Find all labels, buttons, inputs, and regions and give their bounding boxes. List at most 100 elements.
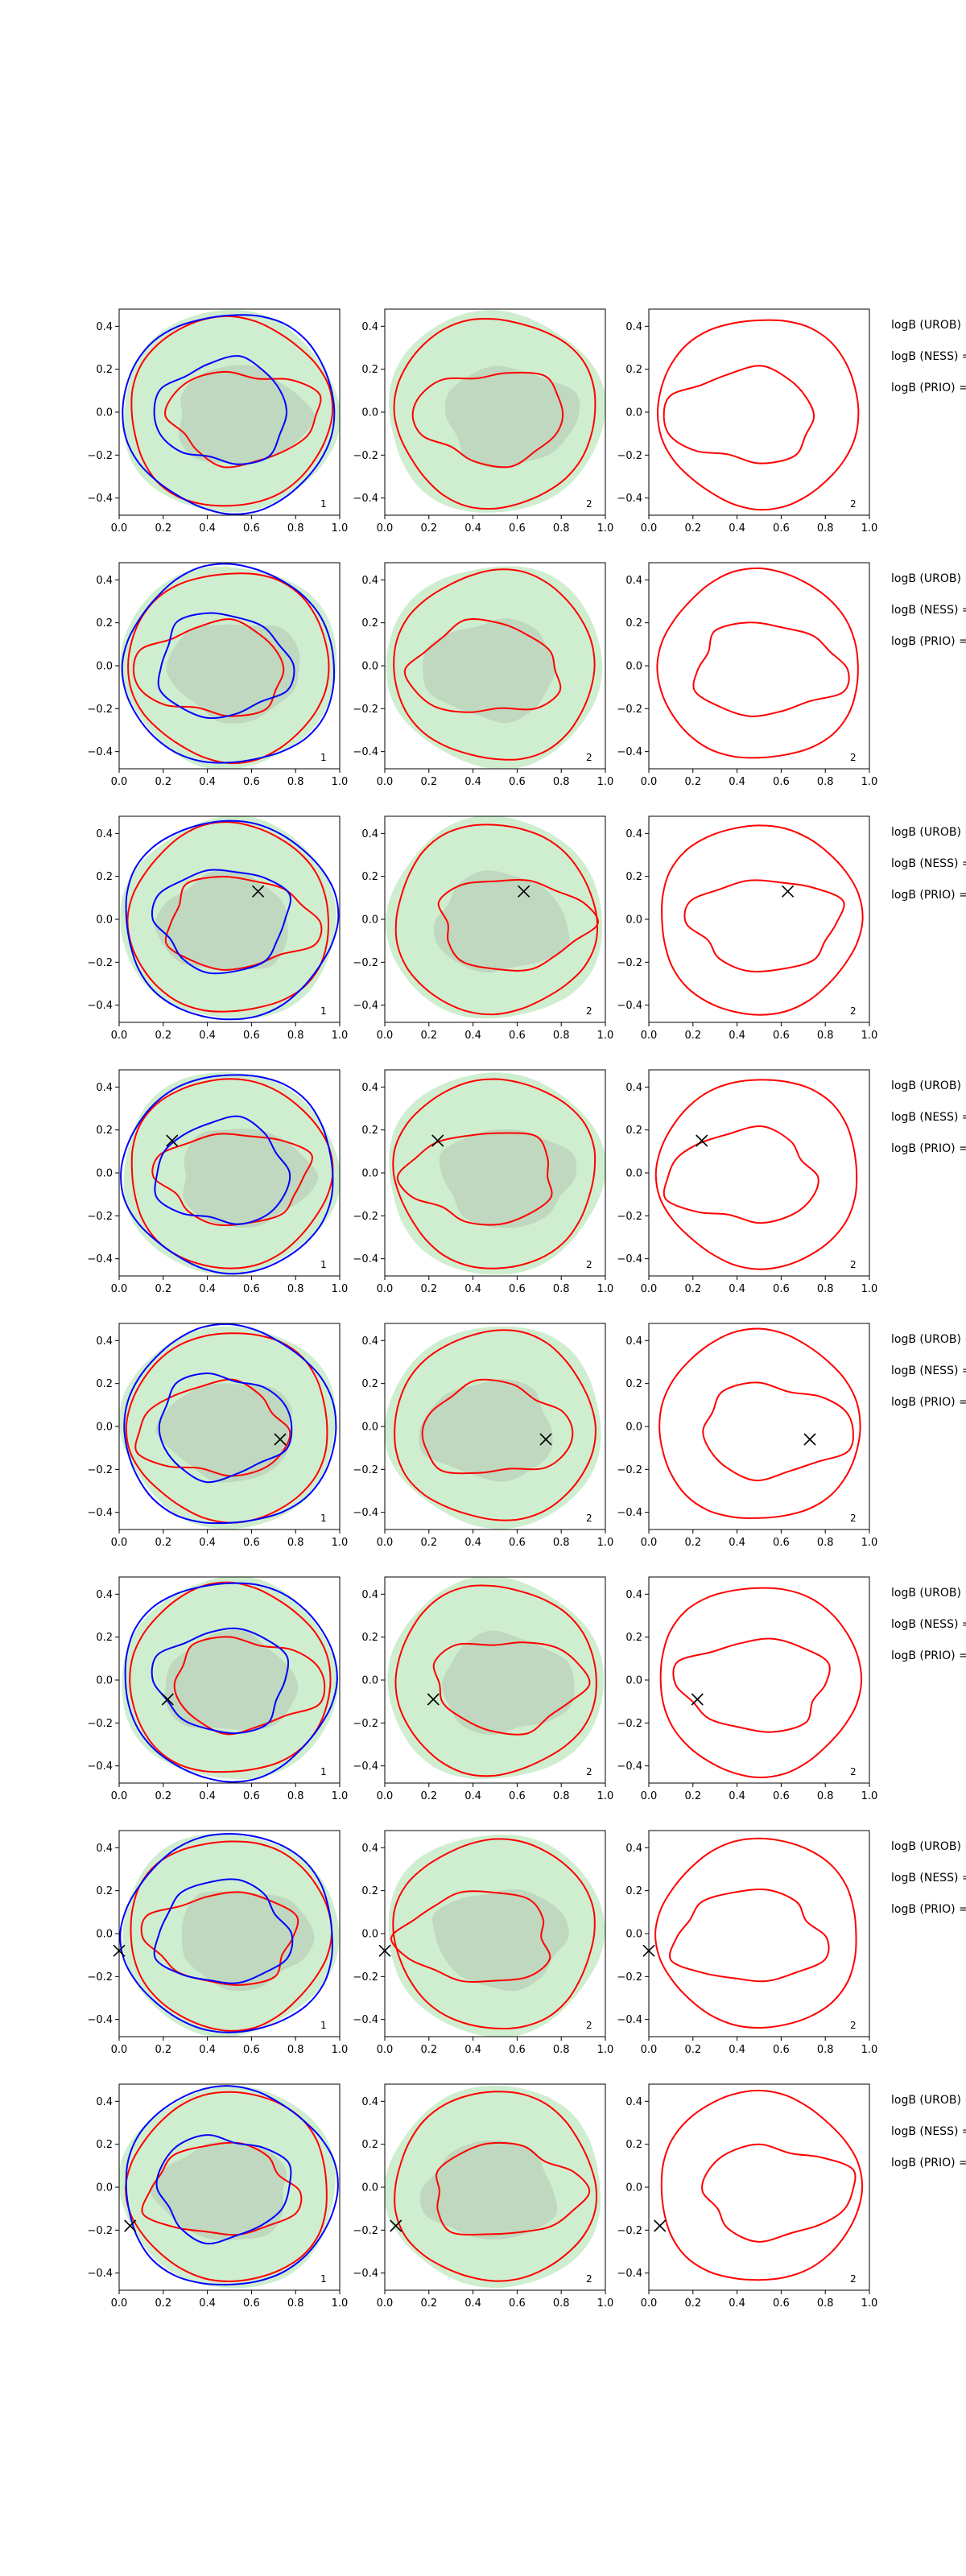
plot-area	[660, 2089, 864, 2281]
x-tick-label: 0.2	[420, 2297, 437, 2310]
x-tick-label: 0.8	[287, 1790, 304, 1802]
true-value-marker	[696, 1134, 708, 1147]
panel-number: 1	[320, 1259, 327, 1270]
red-inner-contour	[396, 1132, 553, 1226]
x-tick-label: 1.0	[332, 1537, 349, 1549]
logb-label: logB (PRIO) =	[891, 635, 966, 648]
x-tick-label: 1.0	[332, 2297, 349, 2310]
x-tick-label: 1.0	[332, 1030, 349, 1042]
y-tick-label: 0.2	[96, 364, 113, 376]
x-tick-label: 0.2	[155, 1030, 171, 1042]
y-tick-label: −0.4	[617, 1761, 642, 1773]
x-tick-label: 0.6	[509, 1790, 526, 1802]
y-tick-label: −0.2	[87, 450, 113, 462]
red-outer-contour	[658, 1327, 861, 1519]
y-tick-label: 0.4	[625, 828, 642, 840]
axes-frame	[648, 815, 870, 1023]
y-tick-label: 0.0	[96, 1168, 113, 1180]
x-tick-label: 0.4	[464, 2044, 481, 2056]
y-tick-label: 0.4	[625, 1589, 642, 1601]
x-tick-label: 0.2	[684, 1537, 701, 1549]
y-tick-label: −0.2	[353, 704, 378, 716]
y-tick-label: −0.2	[87, 1211, 113, 1223]
x-tick-label: 0.8	[817, 1537, 834, 1549]
x-tick-label: 0.0	[641, 2297, 658, 2310]
blue-inner-contour	[157, 612, 295, 720]
x-tick-label: 0.4	[199, 2044, 216, 2056]
x-tick-label: 0.6	[509, 2297, 526, 2310]
x-tick-label: 0.6	[509, 522, 526, 535]
y-tick-label: 0.4	[625, 1082, 642, 1094]
x-tick-label: 0.6	[773, 1790, 790, 1802]
y-tick-label: 0.4	[96, 1335, 113, 1348]
x-tick-label: 0.2	[420, 776, 437, 788]
x-tick-label: 0.8	[553, 2044, 570, 2056]
x-tick-label: 0.8	[817, 1030, 834, 1042]
true-value-marker	[782, 885, 795, 898]
panel-number: 2	[586, 2020, 592, 2031]
y-tick-label: 0.2	[96, 2139, 113, 2151]
y-tick-label: 0.2	[96, 1885, 113, 1897]
y-tick-label: −0.4	[87, 1253, 113, 1265]
inner-region	[164, 1630, 299, 1730]
logb-label: logB (NESS) =	[891, 350, 966, 363]
red-inner-contour	[663, 1125, 819, 1224]
blue-outer-contour	[121, 563, 336, 764]
y-tick-label: −0.4	[617, 1507, 642, 1519]
red-outer-contour	[393, 317, 597, 510]
x-tick-label: 0.0	[377, 1790, 394, 1802]
logb-label: logB (NESS) =	[891, 1111, 966, 1124]
panel-r7-c2: 0.0 0.2 0.4 0.6 0.8 1.0 0.4 0.2 0.0 −0.2 −0.4 2	[353, 1830, 613, 2056]
plot-area	[120, 816, 340, 1021]
y-tick-label: 0.2	[361, 871, 378, 883]
y-tick-label: −0.2	[617, 1464, 642, 1476]
inner-region	[419, 1379, 553, 1482]
y-tick-label: 0.0	[361, 661, 378, 673]
plot-area	[387, 1577, 605, 1779]
x-tick-label: 1.0	[597, 776, 614, 788]
true-value-marker	[252, 885, 265, 898]
y-tick-label: 0.0	[625, 1168, 642, 1180]
plot-area	[385, 1326, 601, 1530]
x-tick-label: 1.0	[332, 2044, 349, 2056]
red-inner-contour	[421, 1378, 574, 1475]
x-tick-label: 0.8	[817, 1790, 834, 1802]
panel-r6-c1: 0.0 0.2 0.4 0.6 0.8 1.0 0.4 0.2 0.0 −0.2 −0.4 1	[87, 1576, 348, 1802]
y-tick-label: −0.2	[353, 957, 378, 969]
panel-r1-c2: 0.0 0.2 0.4 0.6 0.8 1.0 0.4 0.2 0.0 −0.2 −0.4 2	[353, 308, 613, 535]
y-tick-label: −0.4	[87, 1000, 113, 1012]
x-tick-label: 0.6	[773, 2044, 790, 2056]
y-tick-label: −0.2	[87, 957, 113, 969]
plot-area	[654, 1079, 858, 1270]
x-tick-label: 0.4	[199, 1537, 216, 1549]
y-tick-label: 0.2	[361, 617, 378, 630]
y-tick-label: −0.2	[353, 2225, 378, 2237]
y-tick-label: 0.4	[361, 1335, 378, 1348]
y-tick-label: 0.2	[361, 1885, 378, 1897]
x-tick-label: 0.4	[729, 776, 745, 788]
panel-number: 2	[850, 752, 857, 763]
true-value-marker	[431, 1134, 444, 1147]
axes-frame	[648, 1576, 870, 1784]
x-tick-label: 0.8	[817, 2044, 834, 2056]
true-value-marker	[124, 2219, 137, 2232]
logb-label: logB (UROB) =	[891, 1333, 966, 1346]
y-tick-label: 0.2	[625, 871, 642, 883]
red-outer-contour	[654, 1837, 857, 2029]
y-tick-label: 0.4	[96, 1843, 113, 1855]
logb-label: logB (NESS) =	[891, 2125, 966, 2138]
y-tick-label: 0.0	[625, 914, 642, 927]
x-tick-label: 1.0	[332, 1283, 349, 1295]
y-tick-label: 0.0	[96, 1422, 113, 1434]
y-tick-label: 0.0	[625, 661, 642, 673]
x-tick-label: 0.4	[464, 1030, 481, 1042]
blue-outer-contour	[123, 1323, 337, 1525]
x-tick-label: 0.2	[684, 522, 701, 535]
y-tick-label: 0.2	[361, 1378, 378, 1390]
y-tick-label: −0.2	[617, 450, 642, 462]
y-tick-label: −0.4	[353, 1000, 378, 1012]
plot-area	[661, 824, 864, 1016]
y-tick-label: 0.2	[96, 1632, 113, 1644]
x-tick-label: 0.2	[155, 1283, 171, 1295]
